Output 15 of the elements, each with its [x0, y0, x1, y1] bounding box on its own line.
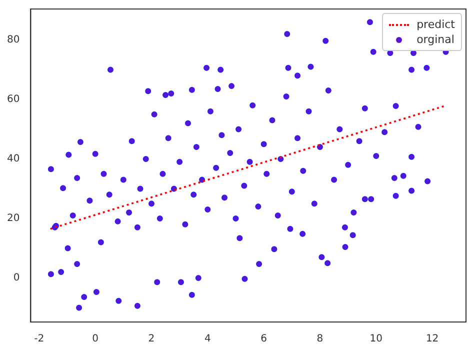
x-tick-label: 4: [204, 334, 211, 345]
y-tick-label: 0: [13, 272, 20, 284]
x-tick-label: -2: [34, 334, 44, 345]
x-tick-label: 10: [370, 334, 383, 345]
x-tick-label: 2: [148, 334, 155, 345]
y-tick-label: 40: [6, 154, 20, 165]
x-tick-label: 8: [316, 334, 324, 345]
y-tick-label: 60: [6, 94, 20, 106]
legend-label: predict: [416, 18, 455, 31]
y-tick-label: 80: [6, 34, 20, 46]
legend-label: orginal: [416, 33, 454, 46]
y-tick-label: 20: [6, 213, 20, 224]
x-tick-label: 6: [260, 334, 267, 345]
x-tick-label: 12: [426, 334, 439, 345]
x-tick-label: 0: [92, 334, 98, 345]
